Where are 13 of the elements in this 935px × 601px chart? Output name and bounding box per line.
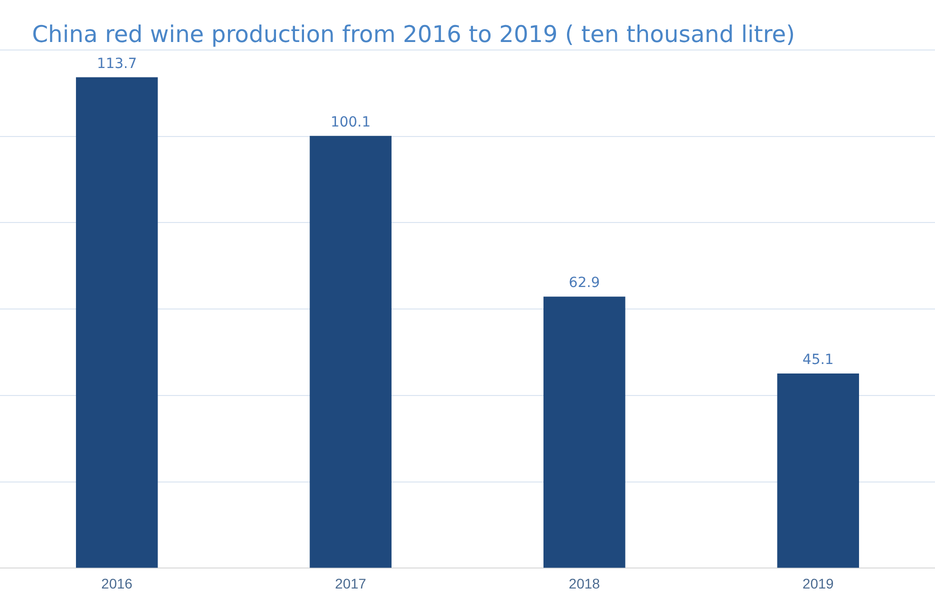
data-label: 113.7 [96,56,137,72]
data-label: 62.9 [568,275,600,292]
chart-title: China red wine production from 2016 to 2019 ( ten thousand litre) [32,22,796,48]
bar [310,136,392,568]
data-label: 100.1 [330,114,371,131]
x-tick-label: 2017 [335,575,366,592]
bar [76,77,158,568]
bar [543,296,626,568]
data-label: 45.1 [802,352,834,368]
bar [777,373,860,568]
x-tick-label: 2016 [101,575,133,592]
x-tick-label: 2018 [568,575,600,592]
x-tick-label: 2019 [802,575,834,592]
